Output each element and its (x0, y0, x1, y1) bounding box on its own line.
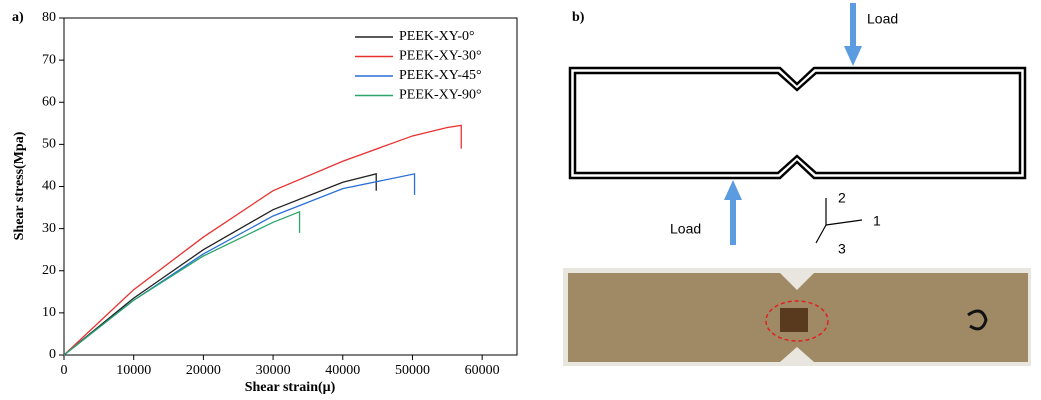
axis-label: 1 (873, 213, 881, 229)
load-label: Load (867, 11, 898, 27)
legend-label: PEEK-XY-90° (399, 88, 482, 103)
specimen-inner (573, 71, 1022, 175)
axis-arrow (815, 224, 827, 244)
x-axis-label: Shear strain(μ) (245, 380, 336, 395)
legend-label: PEEK-XY-45° (399, 68, 482, 83)
y-tick-label: 10 (42, 305, 56, 320)
specimen-outline (568, 66, 1027, 180)
series-line (63, 210, 301, 356)
axes-icon (815, 198, 863, 244)
load-arrows (724, 3, 862, 245)
axis-label: 2 (838, 190, 846, 206)
y-tick-label: 30 (42, 221, 56, 236)
series-line (63, 173, 377, 356)
load-label: Load (670, 221, 701, 237)
y-tick-label: 20 (42, 263, 56, 278)
legend-label: PEEK-XY-30° (399, 49, 482, 64)
load-arrow-top (850, 3, 856, 48)
y-tick-label: 40 (42, 179, 56, 194)
legend-label: PEEK-XY-0° (399, 29, 475, 44)
y-axis-label: Shear stress(Mpa) (12, 131, 27, 240)
y-tick-label: 50 (42, 137, 56, 152)
y-tick-label: 60 (42, 94, 56, 109)
x-tick-label: 10000 (116, 363, 151, 378)
x-tick-label: 30000 (256, 363, 291, 378)
axis-arrow (825, 219, 863, 226)
x-tick-label: 50000 (395, 363, 430, 378)
load-arrow-bottom-head (724, 180, 742, 200)
x-tick-label: 60000 (465, 363, 500, 378)
y-tick-label: 80 (42, 10, 56, 25)
x-tick-label: 40000 (325, 363, 360, 378)
strain-gauge (780, 308, 808, 332)
y-tick-label: 70 (42, 52, 56, 67)
panel-label: a) (12, 10, 24, 25)
specimen-diagram (568, 66, 1027, 180)
y-tick-label: 0 (49, 347, 56, 362)
panel-label: b) (572, 10, 585, 25)
marker-scribble (967, 309, 988, 331)
load-arrow-top-head (844, 46, 862, 66)
series-line (63, 124, 462, 356)
x-tick-label: 20000 (186, 363, 221, 378)
load-arrow-bottom (730, 198, 736, 245)
specimen-photo (563, 268, 1031, 366)
series-line (63, 173, 416, 356)
x-tick-label: 0 (61, 363, 68, 378)
highlight-circle (765, 300, 829, 342)
axis-label: 3 (838, 241, 846, 257)
